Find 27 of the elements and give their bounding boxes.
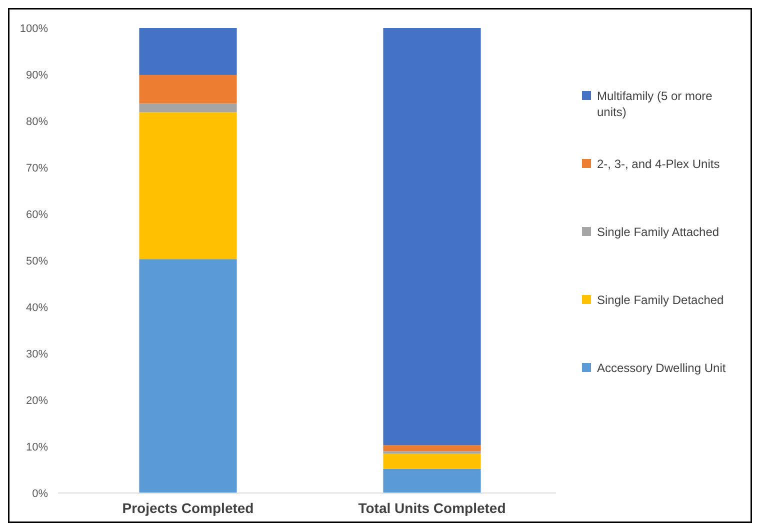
bar	[139, 28, 237, 75]
y-tick-label: 90%	[26, 69, 48, 82]
bar	[383, 453, 481, 469]
y-tick-label: 60%	[26, 208, 48, 221]
legend-label: 2-, 3-, and 4-Plex Units	[597, 157, 720, 172]
y-tick-label: 80%	[26, 116, 48, 128]
y-tick-label: 20%	[26, 394, 48, 407]
bar	[139, 103, 237, 112]
legend-label: Single Family Detached	[597, 293, 724, 308]
bar	[383, 28, 481, 446]
y-tick-label: 70%	[26, 162, 48, 174]
bar	[383, 468, 481, 493]
y-tick-label: 100%	[20, 22, 48, 35]
bar	[139, 112, 237, 260]
y-tick-label: 30%	[26, 348, 48, 360]
legend-label: Accessory Dwelling Unit	[597, 361, 726, 376]
legend-label: Multifamily (5 or more units)	[597, 89, 713, 119]
x-tick-label: Projects Completed	[122, 500, 254, 516]
bar	[139, 259, 237, 493]
y-tick-label: 50%	[26, 255, 48, 268]
y-tick-label: 10%	[26, 441, 48, 454]
bar	[139, 74, 237, 104]
bar	[383, 445, 481, 452]
x-tick-label: Total Units Completed	[358, 500, 506, 516]
y-tick-label: 0%	[32, 488, 48, 500]
y-tick-label: 40%	[26, 302, 48, 314]
legend-label: Single Family Attached	[597, 225, 720, 240]
